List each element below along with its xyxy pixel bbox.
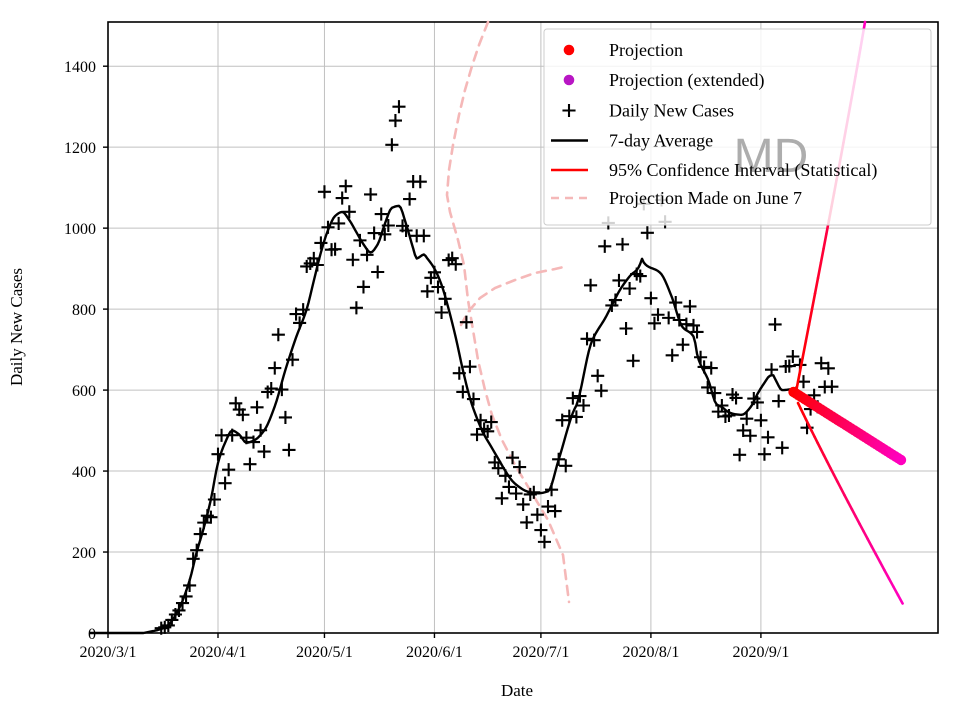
svg-text:400: 400 [72,464,96,481]
svg-text:Daily New Cases: Daily New Cases [7,268,26,386]
svg-text:Projection (extended): Projection (extended) [609,70,764,91]
svg-text:Date: Date [501,681,533,700]
svg-text:2020/6/1: 2020/6/1 [406,644,463,661]
svg-text:1200: 1200 [64,140,96,157]
svg-text:200: 200 [72,545,96,562]
svg-text:1400: 1400 [64,59,96,76]
svg-text:600: 600 [72,383,96,400]
svg-text:95% Confidence Interval (Stati: 95% Confidence Interval (Statistical) [609,160,877,181]
svg-text:7-day Average: 7-day Average [609,131,713,151]
svg-text:800: 800 [72,302,96,319]
svg-text:2020/5/1: 2020/5/1 [296,644,353,661]
svg-text:Daily New Cases: Daily New Cases [609,101,734,121]
svg-text:0: 0 [88,626,96,643]
svg-text:2020/9/1: 2020/9/1 [732,644,789,661]
svg-text:2020/8/1: 2020/8/1 [622,644,679,661]
svg-text:Projection: Projection [609,40,683,60]
svg-text:Projection Made on June 7: Projection Made on June 7 [609,188,802,208]
svg-text:2020/4/1: 2020/4/1 [190,644,247,661]
svg-text:2020/7/1: 2020/7/1 [512,644,569,661]
svg-text:2020/3/1: 2020/3/1 [80,644,137,661]
svg-text:1000: 1000 [64,221,96,238]
